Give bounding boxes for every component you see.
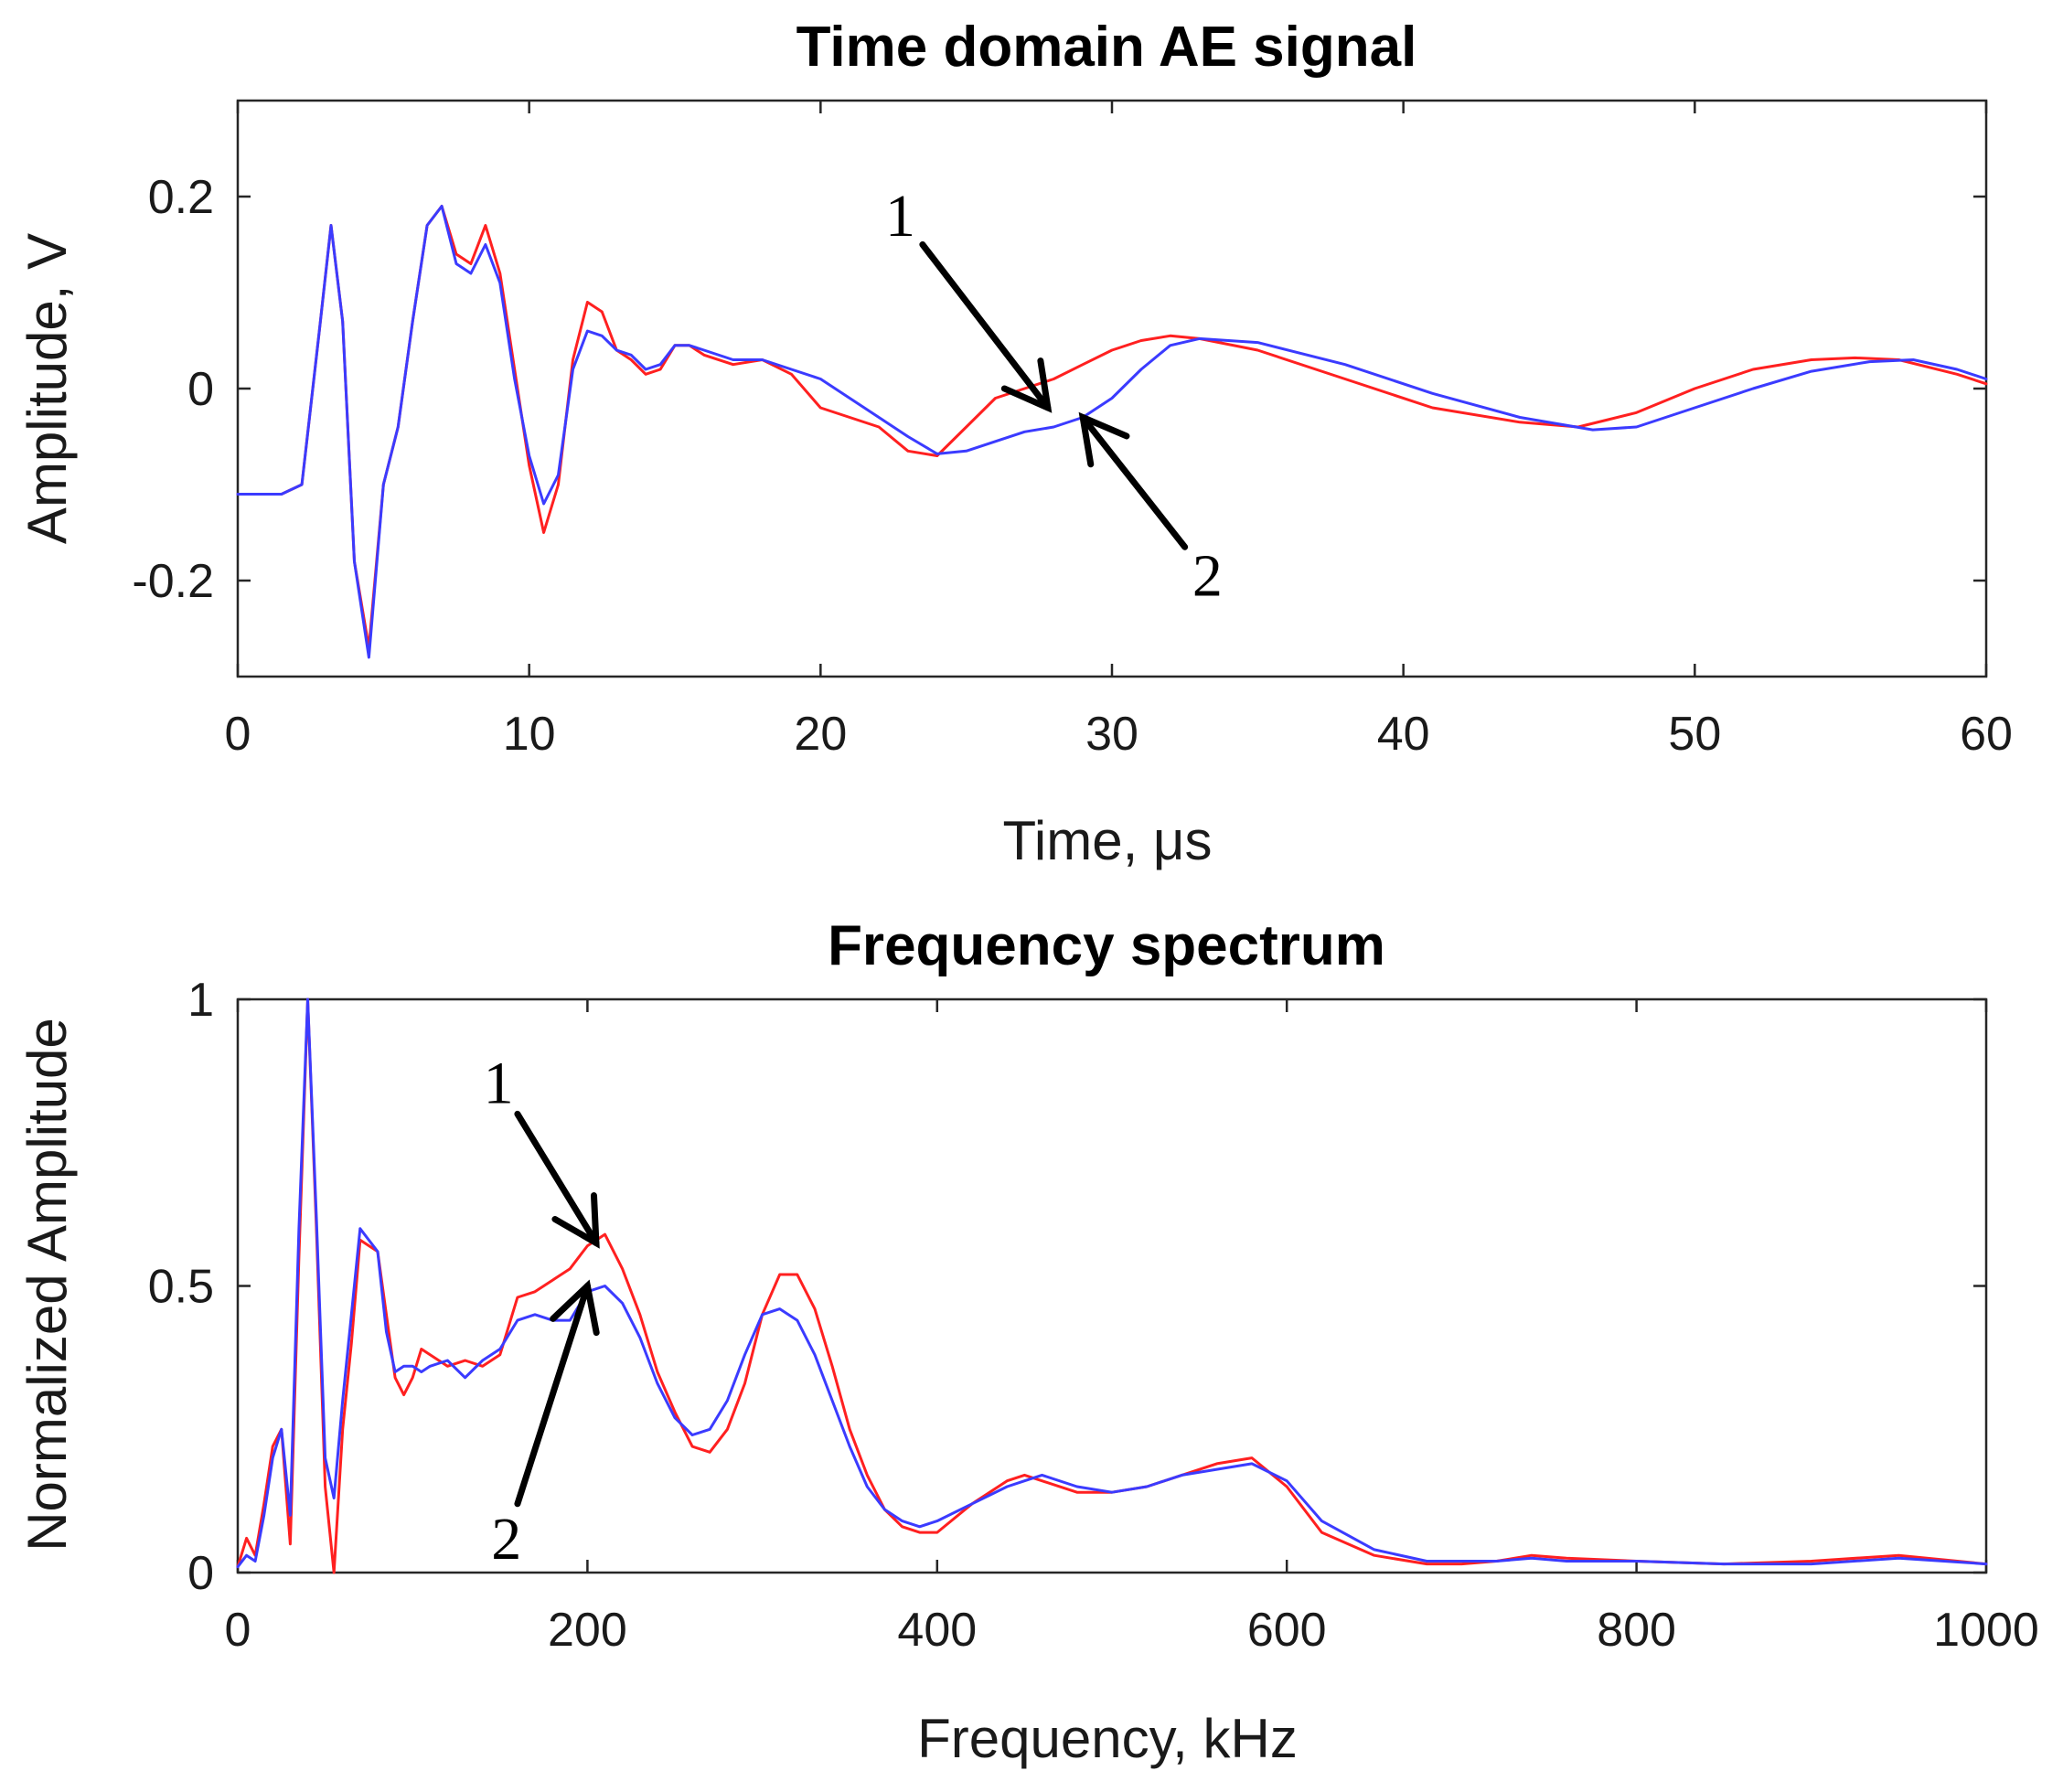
time-y-tick-label: 0 (187, 363, 214, 416)
freq-series-2-line (236, 997, 1988, 1569)
time-x-tick-label: 20 (794, 708, 847, 761)
time-series-group (236, 205, 1988, 659)
time-y-tick-label: -0.2 (132, 555, 214, 608)
time-x-tick-label: 40 (1377, 708, 1430, 761)
freq-series-group (236, 997, 1988, 1574)
freq-x-tick-label: 200 (548, 1604, 627, 1657)
frequency-spectrum-chart: Frequency spectrum 0 200 400 600 800 1000 0 0.5… (16, 914, 2039, 1769)
time-axis-ticks: 0 10 20 30 40 50 60 -0.2 0 0.2 (132, 101, 2013, 761)
time-x-tick-label: 60 (1960, 708, 2013, 761)
freq-chart-title: Frequency spectrum (828, 914, 1385, 977)
time-annotation-label-2: 2 (1192, 543, 1223, 610)
freq-x-tick-label: 800 (1597, 1604, 1676, 1657)
time-annotation-label-1: 1 (885, 183, 915, 250)
freq-annotation-arrow-1: 1 (484, 1050, 600, 1249)
freq-x-tick-label: 600 (1247, 1604, 1327, 1657)
freq-annotation-arrow-2: 2 (491, 1279, 600, 1573)
time-x-tick-label: 30 (1085, 708, 1138, 761)
freq-series-1-line (236, 997, 1988, 1574)
freq-x-axis-label: Frequency, kHz (917, 1708, 1298, 1769)
freq-y-tick-label: 1 (187, 974, 214, 1027)
freq-annotations: 12 (484, 1050, 600, 1573)
freq-annotation-label-1: 1 (484, 1050, 514, 1116)
time-x-tick-label: 0 (225, 708, 251, 761)
freq-annotation-label-2: 2 (491, 1506, 521, 1573)
freq-y-axis-label: Normalized Amplitude (16, 1018, 78, 1552)
freq-x-tick-label: 0 (225, 1604, 251, 1657)
time-y-axis-label: Amplitude, V (16, 233, 78, 544)
time-annotation-arrow-2: 2 (1078, 411, 1223, 610)
freq-y-tick-label: 0.5 (148, 1261, 214, 1314)
time-y-tick-label: 0.2 (148, 171, 214, 224)
freq-y-tick-label: 0 (187, 1547, 214, 1600)
time-x-axis-label: Time, μs (1002, 810, 1212, 871)
freq-axis-ticks: 0 200 400 600 800 1000 0 0.5 1 (148, 974, 2039, 1657)
time-x-tick-label: 50 (1668, 708, 1721, 761)
time-series-2-line (236, 205, 1988, 659)
time-domain-chart: Time domain AE signal 0 10 20 30 40 50 60-0.20… (16, 16, 2013, 871)
time-chart-title: Time domain AE signal (796, 16, 1417, 79)
freq-x-tick-label: 400 (897, 1604, 977, 1657)
time-plot-frame (236, 99, 1988, 678)
time-x-tick-label: 10 (503, 708, 556, 761)
time-annotations: 12 (885, 183, 1223, 610)
freq-x-tick-label: 1000 (1933, 1604, 2039, 1657)
time-annotation-arrow-1: 1 (885, 183, 1053, 413)
